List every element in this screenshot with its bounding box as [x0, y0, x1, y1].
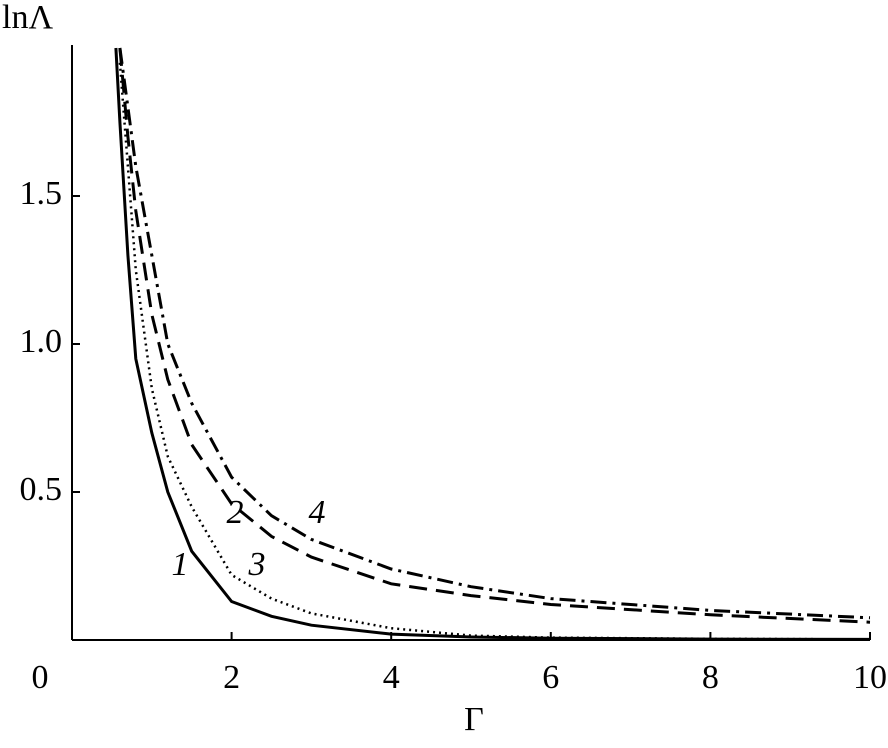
x-tick-label: 2	[223, 659, 240, 696]
x-tick-label: 0	[32, 659, 49, 696]
x-tick-label: 8	[702, 659, 719, 696]
curve-label: 1	[172, 546, 189, 583]
curve-label: 2	[227, 494, 244, 531]
y-axis-label: lnΛ	[2, 0, 53, 36]
y-tick-label: 0.5	[20, 471, 63, 508]
curve-label: 4	[309, 494, 326, 531]
series-line	[118, 47, 871, 620]
y-tick-label: 1.5	[20, 175, 63, 212]
x-tick-label: 10	[853, 659, 887, 696]
series-line	[114, 47, 871, 641]
x-tick-label: 4	[383, 659, 400, 696]
x-axis-label: Γ	[464, 701, 484, 738]
x-tick-label: 6	[542, 659, 559, 696]
series-line	[118, 47, 871, 624]
curve-label: 3	[248, 546, 266, 583]
series-line	[118, 62, 871, 641]
y-tick-label: 1.0	[20, 323, 63, 360]
